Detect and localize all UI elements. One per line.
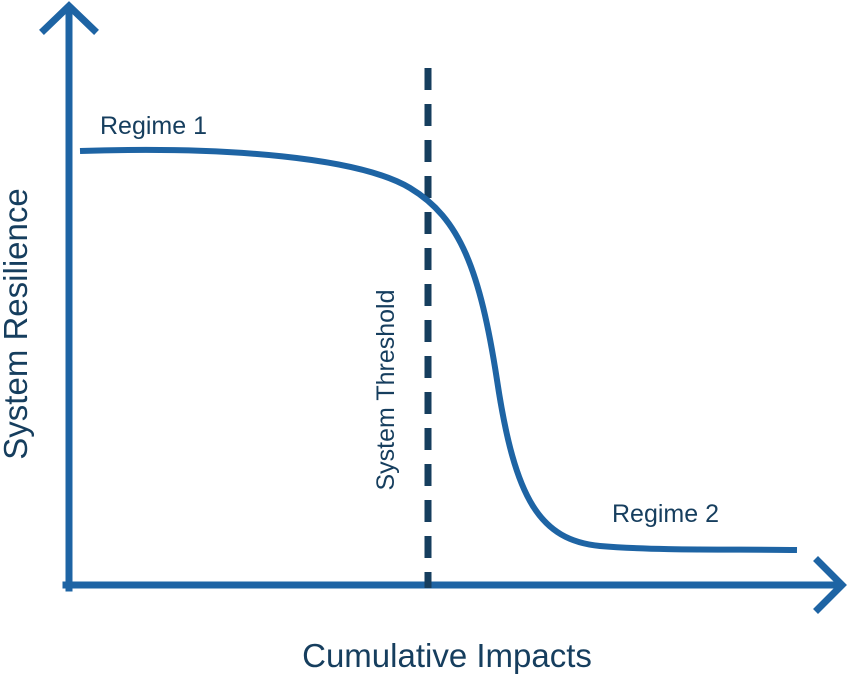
y-axis-arrowhead bbox=[39, 1, 99, 35]
threshold-label: System Threshold bbox=[372, 289, 400, 490]
x-axis-arrowhead bbox=[813, 556, 847, 614]
regime-1-label: Regime 1 bbox=[100, 112, 207, 140]
x-axis-label: Cumulative Impacts bbox=[302, 637, 592, 674]
regime-2-label: Regime 2 bbox=[612, 500, 719, 528]
x-axis bbox=[62, 556, 847, 614]
resilience-curve bbox=[79, 146, 798, 553]
y-axis bbox=[39, 1, 99, 592]
y-axis-label: System Resilience bbox=[0, 188, 34, 459]
